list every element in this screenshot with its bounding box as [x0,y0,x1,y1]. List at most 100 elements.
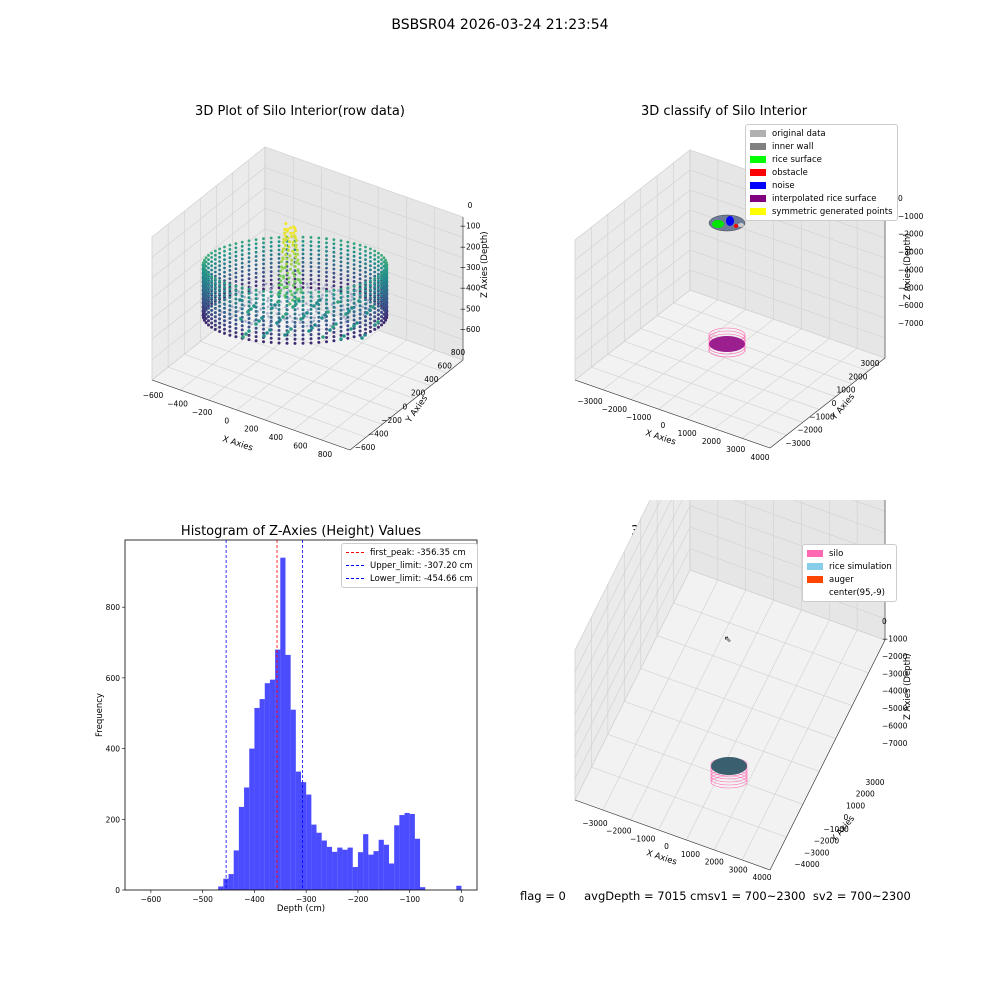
rice-surface-points [712,220,724,228]
legend-swatch [750,130,766,137]
plot4-x-label: X Axies [645,848,678,867]
plot1-3d-scatter: −600−400−2000200400600800−600−400−200020… [143,146,490,459]
y-tick-label: 800 [106,603,121,612]
legend-entry: interpolated rice surface [750,192,893,205]
x-tick-label: 200 [244,425,259,434]
x-tick-label: −400 [167,399,188,408]
x-tick-label: 3000 [729,865,748,874]
legend-entry: first_peak: -356.35 cm [346,546,473,559]
plot1-x-label: X Axies [221,434,254,453]
legend-label: obstacle [772,167,808,178]
legend-entry: silo [807,547,892,560]
histogram-bar [373,851,379,890]
z-tick-label: −400 [460,284,481,293]
x-tick-label: −300 [296,895,317,904]
x-tick-label: 3000 [726,445,745,454]
x-tick-label: −2000 [606,827,632,836]
z-tick-label: −5000 [882,704,908,713]
legend-label: Lower_limit: -454.66 cm [370,573,473,584]
x-tick-label: −400 [244,895,265,904]
histogram-bar [280,557,286,890]
histogram-bar [244,787,250,890]
histogram-bar [223,878,229,890]
y-tick-label: −3000 [804,848,830,857]
histogram-bar [301,782,307,890]
histogram-bar [404,812,410,890]
histogram-bar [269,679,276,890]
x-tick-label: −1000 [626,413,652,422]
histogram-bar [342,849,348,890]
histogram-bar [321,840,327,890]
plot2-legend: original data inner wall rice surface obsta… [745,124,898,221]
legend-entry: rice simulation [807,560,892,573]
plot4-legend: silo rice simulation auger center(95,-9) [802,544,897,602]
histogram-bar [249,748,255,890]
z-tick-label: 0 [898,194,903,203]
histogram-bar [228,874,234,890]
x-tick-label: −200 [192,408,213,417]
z-tick-label: −1000 [898,212,924,221]
z-tick-label: −7000 [898,319,924,328]
x-tick-label: 0 [664,842,669,851]
legend-swatch [346,578,364,579]
legend-entry: noise [750,179,893,192]
z-tick-label: −3000 [882,669,908,678]
y-tick-label: −400 [368,429,389,438]
plot3-legend: first_peak: -356.35 cm Upper_limit: -307.… [341,543,478,588]
histogram-bar [352,867,358,890]
histogram-bar [456,885,462,890]
x-tick-label: −100 [399,895,420,904]
histogram-bar [389,863,395,890]
histogram-bar [238,806,245,890]
legend-swatch [807,589,823,596]
histogram-bar [414,838,421,890]
plot2-title: 3D classify of Silo Interior [640,104,808,119]
z-tick-label: −7000 [882,739,908,748]
y-tick-label: 3000 [865,778,884,787]
interpolated-rice-surface [709,336,745,352]
x-tick-label: 2000 [702,437,721,446]
x-tick-label: 2000 [705,858,724,867]
legend-entry: inner wall [750,140,893,153]
y-tick-label: 200 [106,815,121,824]
obstacle-points [734,224,738,228]
histogram-bar [347,847,353,890]
plot3-title: Histogram of Z-Axies (Height) Values [180,524,422,539]
x-tick-label: −2000 [602,405,628,414]
plot2-x-label: X Axies [644,428,677,447]
y-tick-label: 1000 [846,801,865,810]
legend-entry: symmetric generated points [750,205,893,218]
y-tick-label: 0 [832,399,837,408]
z-tick-label: −2000 [898,230,924,239]
histogram-bar [368,854,374,890]
histogram-bar [383,844,389,890]
y-tick-label: 800 [451,348,466,357]
legend-label: center(95,-9) [829,587,885,598]
rice-simulation-surface [711,757,747,775]
x-tick-label: 400 [269,433,284,442]
legend-swatch [807,576,823,583]
y-tick-label: −1000 [809,412,835,421]
histogram-bar [254,707,260,890]
histogram-bar [218,886,224,890]
legend-swatch [807,550,823,557]
legend-label: symmetric generated points [772,206,893,217]
histogram-bar [332,851,338,890]
legend-label: original data [772,128,826,139]
status-footer: flag = 0 avgDepth = 7015 cmsv1 = 700~230… [520,889,911,903]
y-tick-label: −200 [381,416,402,425]
legend-label: Upper_limit: -307.20 cm [370,560,473,571]
histogram-bar [316,832,322,890]
y-tick-label: −3000 [785,439,811,448]
x-tick-label: −3000 [577,397,603,406]
legend-swatch [750,195,766,202]
legend-entry: Lower_limit: -454.66 cm [346,572,473,585]
plot2-3d-classify: −3000−2000−100001000200030004000−3000−20… [574,149,924,462]
x-tick-label: 4000 [750,453,769,462]
y-tick-label: 2000 [856,790,875,799]
legend-entry: rice surface [750,153,893,166]
y-tick-label: −1000 [823,825,849,834]
x-tick-label: 0 [459,895,464,904]
x-tick-label: 1000 [678,429,697,438]
plot1-z-label: Z Axies (Depth) [480,231,490,298]
